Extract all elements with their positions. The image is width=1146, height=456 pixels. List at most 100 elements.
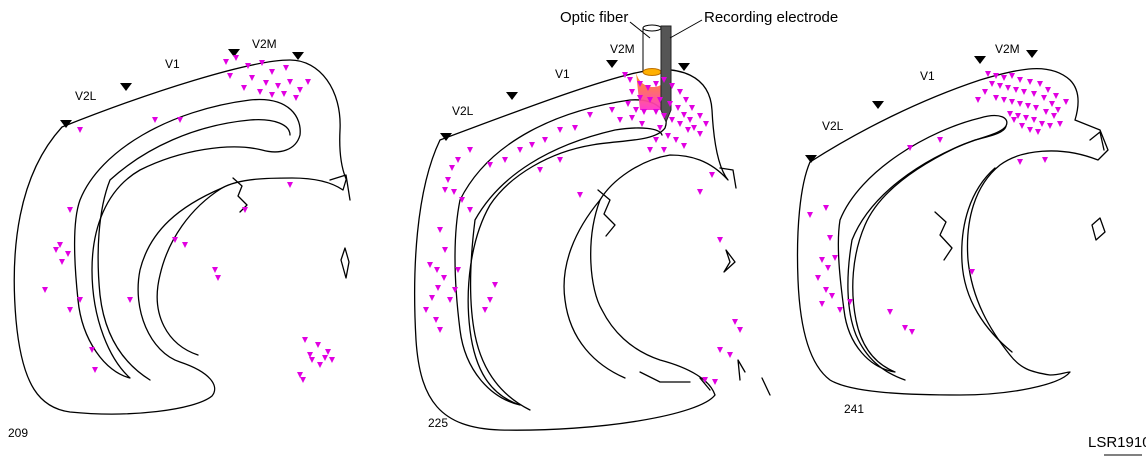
labeled-cell-icon [441, 275, 447, 281]
labeled-cell-icon [685, 127, 691, 133]
labeled-cell-icon [241, 85, 247, 91]
labeled-cell-icon [502, 157, 508, 163]
labeled-cell-icon [823, 205, 829, 211]
area-label-v2m: V2M [252, 37, 277, 51]
labeled-cell-icon [832, 255, 838, 261]
area-label-v2l: V2L [822, 119, 844, 133]
labeled-cell-icon [647, 147, 653, 153]
section-241-white-matter-outline [837, 114, 1008, 373]
labeled-cell-icon [815, 275, 821, 281]
section-241-inner-boundary [847, 125, 1007, 381]
cell-cluster [42, 55, 335, 383]
section-241: V2L V1 V2M 241 [796, 42, 1109, 416]
labeled-cell-icon [482, 307, 488, 313]
labeled-cell-icon [712, 379, 718, 385]
labeled-cell-icon [653, 81, 659, 87]
labeled-cell-icon [315, 342, 321, 348]
labeled-cell-icon [537, 167, 543, 173]
labeled-cell-icon [1051, 113, 1057, 119]
labeled-cell-icon [1007, 111, 1013, 117]
labeled-cell-icon [572, 125, 578, 131]
labeled-cell-icon [697, 113, 703, 119]
labeled-cell-icon [305, 79, 311, 85]
labeled-cell-icon [245, 63, 251, 69]
area-label-v2m: V2M [610, 42, 635, 56]
labeled-cell-icon [807, 212, 813, 218]
labeled-cell-icon [1001, 75, 1007, 81]
labeled-cell-icon [459, 197, 465, 203]
labeled-cell-icon [1019, 123, 1025, 129]
area-label-v2m: V2M [995, 42, 1020, 56]
labeled-cell-icon [152, 117, 158, 123]
labeled-cell-icon [1042, 157, 1048, 163]
labeled-cell-icon [307, 352, 313, 358]
labeled-cell-icon [653, 137, 659, 143]
labeled-cell-icon [269, 69, 275, 75]
section-209-midline [232, 174, 351, 279]
border-marker-icon [805, 155, 817, 163]
labeled-cell-icon [259, 60, 265, 66]
cell-cluster [423, 72, 743, 385]
labeled-cell-icon [617, 117, 623, 123]
labeled-cell-icon [442, 247, 448, 253]
border-marker-icon [506, 92, 518, 100]
labeled-cell-icon [661, 147, 667, 153]
labeled-cell-icon [732, 319, 738, 325]
labeled-cell-icon [829, 293, 835, 299]
border-marker-icon [872, 101, 884, 109]
annotation-optic-fiber-leader [629, 21, 651, 39]
labeled-cell-icon [717, 347, 723, 353]
labeled-cell-icon [1025, 103, 1031, 109]
labeled-cell-icon [182, 242, 188, 248]
labeled-cell-icon [1063, 99, 1069, 105]
labeled-cell-icon [65, 251, 71, 257]
labeled-cell-icon [689, 105, 695, 111]
labeled-cell-icon [587, 112, 593, 118]
section-241-outer-outline [796, 68, 1109, 396]
labeled-cell-icon [1013, 87, 1019, 93]
labeled-cell-icon [57, 242, 63, 248]
area-label-v1: V1 [555, 67, 570, 81]
border-marker-icon [60, 120, 72, 128]
area-label-v1: V1 [920, 69, 935, 83]
labeled-cell-icon [227, 73, 233, 79]
labeled-cell-icon [577, 192, 583, 198]
labeled-cell-icon [697, 131, 703, 137]
section-209: V2L V1 V2M 209 [8, 37, 351, 440]
labeled-cell-icon [329, 357, 335, 363]
labeled-cell-icon [1037, 81, 1043, 87]
labeled-cell-icon [969, 269, 975, 275]
labeled-cell-icon [325, 349, 331, 355]
labeled-cell-icon [269, 92, 275, 98]
labeled-cell-icon [67, 207, 73, 213]
labeled-cell-icon [1055, 107, 1061, 113]
labeled-cell-icon [681, 143, 687, 149]
section-225-inner-boundary [469, 127, 663, 411]
border-marker-icon [120, 83, 132, 91]
section-209-inner-boundary [97, 119, 291, 381]
labeled-cell-icon [633, 107, 639, 113]
labeled-cell-icon [902, 325, 908, 331]
labeled-cell-icon [275, 83, 281, 89]
labeled-cell-icon [657, 97, 663, 103]
labeled-cell-icon [827, 235, 833, 241]
section-number: 209 [8, 426, 28, 440]
labeled-cell-icon [609, 107, 615, 113]
labeled-cell-icon [997, 83, 1003, 89]
labeled-cell-icon [627, 77, 633, 83]
labeled-cell-icon [837, 307, 843, 313]
labeled-cell-icon [437, 327, 443, 333]
labeled-cell-icon [717, 237, 723, 243]
labeled-cell-icon [639, 121, 645, 127]
labeled-cell-icon [177, 117, 183, 123]
labeled-cell-icon [212, 267, 218, 273]
sample-id: LSR1910 [1088, 434, 1146, 451]
annotation-recording-electrode-leader [669, 19, 703, 39]
electrode-icon [660, 25, 672, 124]
labeled-cell-icon [297, 372, 303, 378]
labeled-cell-icon [283, 65, 289, 71]
labeled-cell-icon [661, 113, 667, 119]
labeled-cell-icon [1043, 109, 1049, 115]
labeled-cell-icon [42, 287, 48, 293]
labeled-cell-icon [452, 287, 458, 293]
